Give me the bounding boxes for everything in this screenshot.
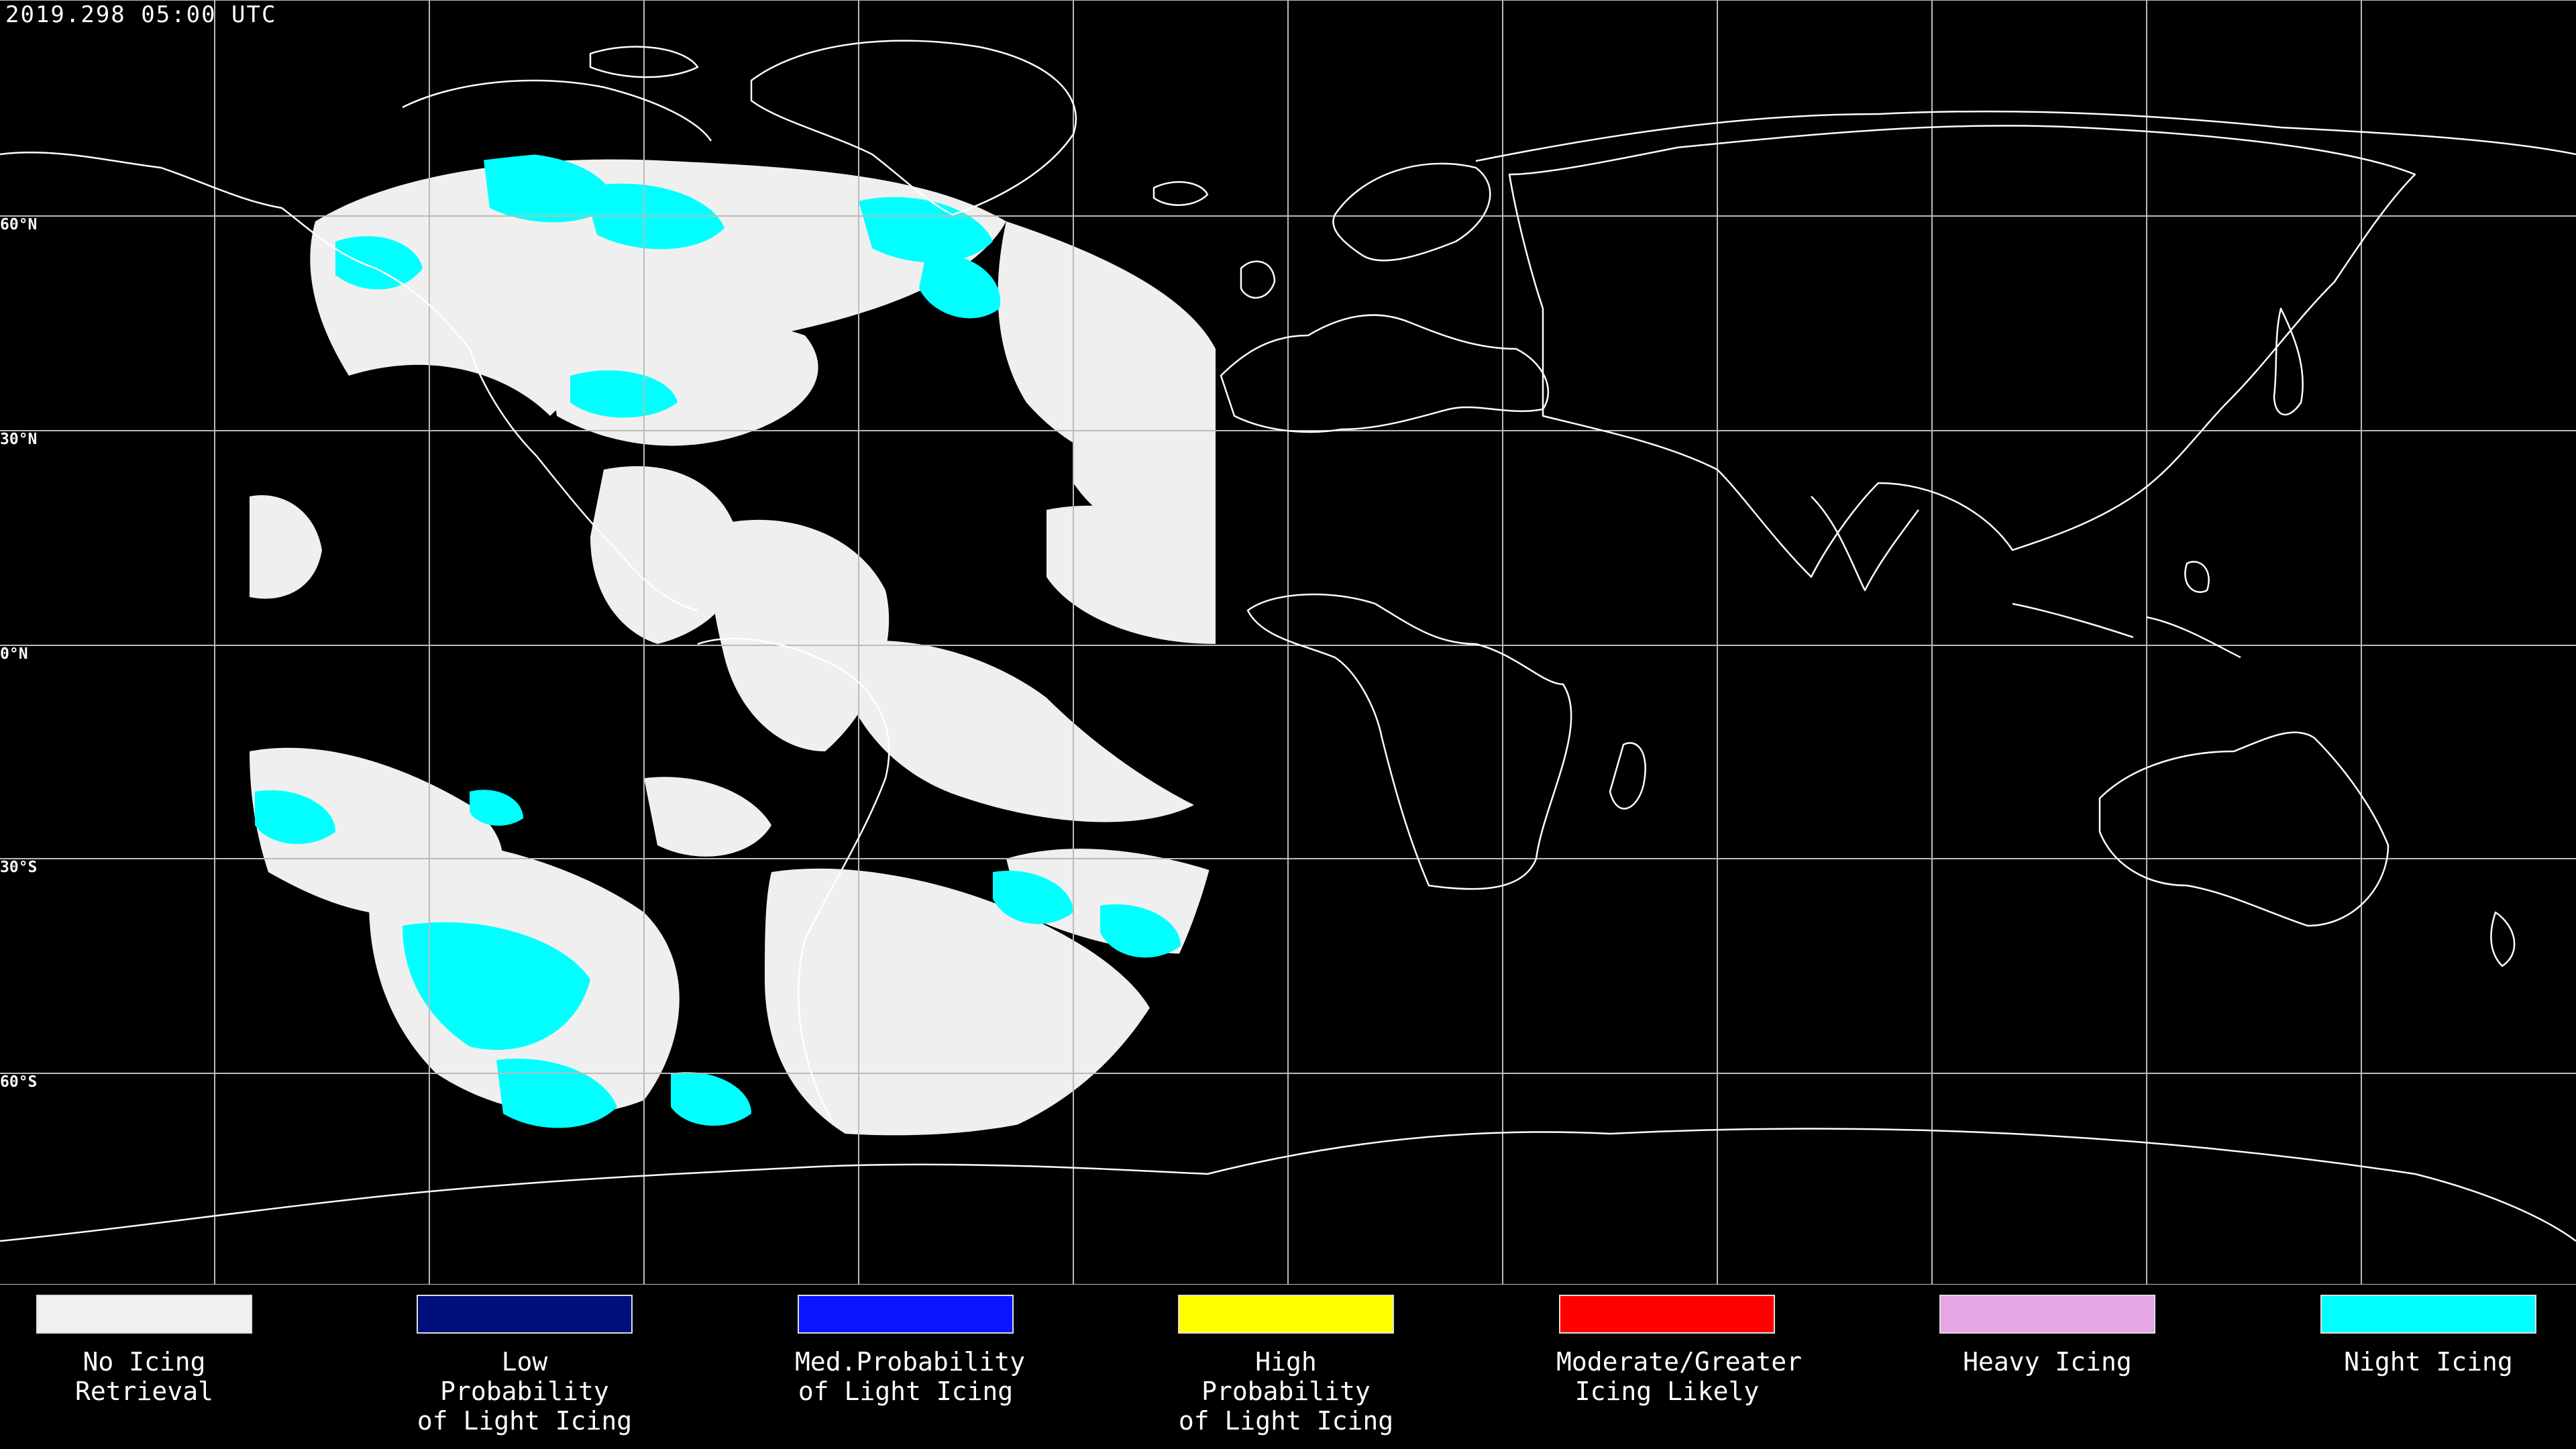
icing-map: [0, 0, 2576, 1285]
legend-item-no-icing: No Icing Retrieval: [34, 1295, 255, 1406]
legend-label: Moderate/Greater Icing Likely: [1556, 1347, 1803, 1406]
graticule: [0, 0, 2576, 1285]
legend-item-heavy-icing: Heavy Icing: [1937, 1295, 2158, 1377]
timestamp: 2019.298 05:00 UTC: [5, 1, 277, 28]
legend-item-high-probability: High Probability of Light Icing: [1175, 1295, 1397, 1436]
legend-item-night-icing: Night Icing: [2318, 1295, 2539, 1377]
legend-label: Low Probability of Light Icing: [417, 1347, 633, 1436]
legend-label: No Icing Retrieval: [75, 1347, 213, 1406]
legend-item-moderate-greater: Moderate/Greater Icing Likely: [1556, 1295, 1803, 1406]
legend-label: High Probability of Light Icing: [1178, 1347, 1394, 1436]
lat-label-60s: 60°S: [0, 1073, 38, 1091]
legend-item-low-probability: Low Probability of Light Icing: [414, 1295, 635, 1436]
lat-label-30s: 30°S: [0, 859, 38, 876]
lat-label-0n: 0°N: [0, 645, 28, 663]
legend-swatch: [798, 1295, 1014, 1334]
legend-label: Med.Probability of Light Icing: [795, 1347, 1026, 1406]
coastlines: [0, 40, 2576, 1242]
lat-label-60n: 60°N: [0, 216, 38, 233]
legend-label: Night Icing: [2344, 1347, 2513, 1377]
lat-label-30n: 30°N: [0, 431, 38, 448]
legend-swatch: [36, 1295, 252, 1334]
legend: No Icing Retrieval Low Probability of Li…: [0, 1295, 2576, 1449]
legend-item-med-probability: Med.Probability of Light Icing: [795, 1295, 1026, 1406]
satellite-disk: [250, 144, 1216, 1146]
legend-swatch: [1559, 1295, 1775, 1334]
legend-swatch: [2320, 1295, 2536, 1334]
legend-swatch: [1178, 1295, 1394, 1334]
legend-swatch: [1939, 1295, 2155, 1334]
legend-swatch: [417, 1295, 633, 1334]
legend-label: Heavy Icing: [1963, 1347, 2132, 1377]
